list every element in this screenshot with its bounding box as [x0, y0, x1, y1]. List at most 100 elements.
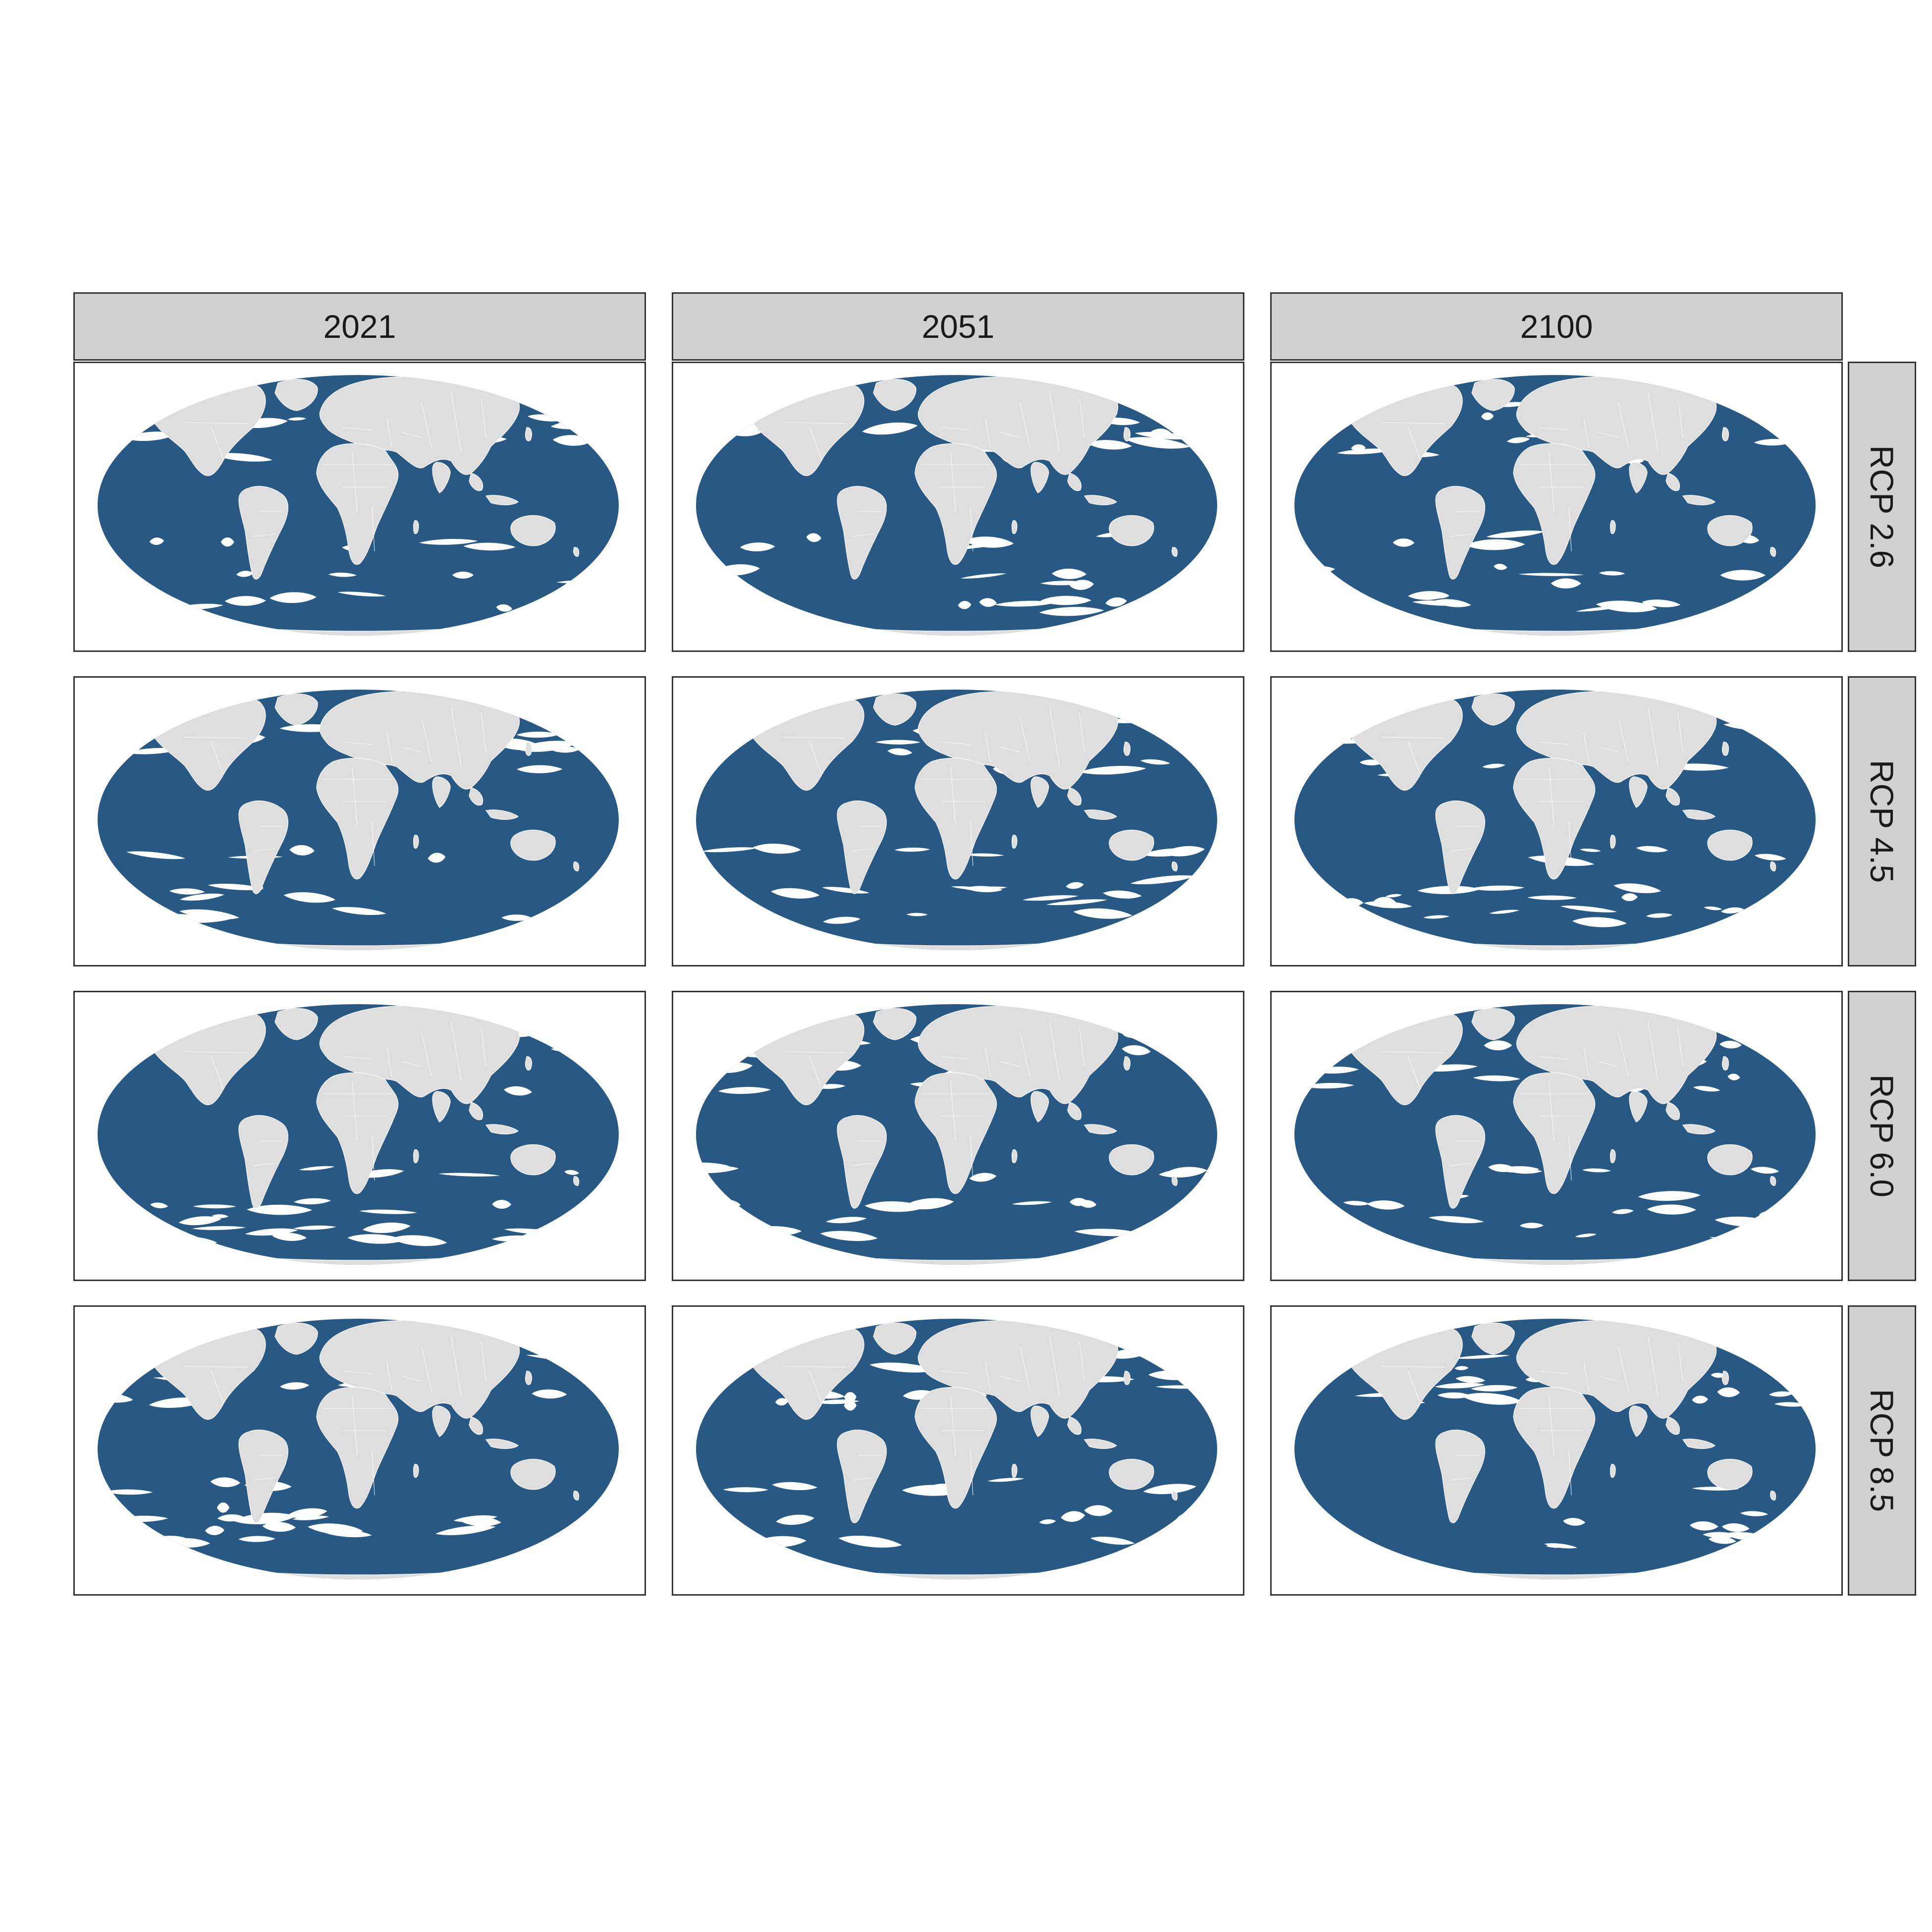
- country-border: [1648, 392, 1659, 453]
- country-border: [1618, 717, 1629, 762]
- country-border: [1598, 432, 1619, 438]
- habitat-gap-patch: [1435, 1383, 1485, 1389]
- country-border: [950, 766, 956, 827]
- habitat-gap-patch: [894, 847, 930, 852]
- habitat-gap-patch: [269, 592, 317, 603]
- land-south-america: [1435, 485, 1485, 580]
- habitat-gap-patch: [1087, 440, 1132, 450]
- habitat-gap-patch: [1367, 1200, 1405, 1210]
- habitat-gap-patch: [961, 573, 1007, 579]
- map-panel-2051-rcp60: [672, 991, 1244, 1281]
- land-australia: [1707, 830, 1753, 861]
- land-indonesia: [1083, 809, 1118, 820]
- habitat-gap-patch: [205, 1526, 224, 1535]
- land-australia: [510, 515, 556, 546]
- land-se-asia: [469, 473, 483, 491]
- habitat-gap-patch: [117, 1364, 152, 1371]
- habitat-gap-patch: [1481, 412, 1494, 421]
- habitat-gap-patch: [875, 740, 921, 745]
- habitat-gap-patch: [1544, 1543, 1577, 1549]
- habitat-gap-patch: [287, 1508, 327, 1518]
- row-strip-label: RCP 8.5: [1864, 1389, 1900, 1512]
- habitat-gap-patch: [844, 1392, 857, 1402]
- land-australia: [1707, 1144, 1753, 1176]
- land-africa: [1513, 1072, 1596, 1194]
- habitat-gap-patch: [212, 1214, 229, 1218]
- country-border: [1407, 1370, 1421, 1404]
- land-japan: [525, 427, 533, 441]
- habitat-gap-patch: [701, 847, 757, 853]
- country-border: [1618, 1346, 1629, 1392]
- country-border: [253, 848, 276, 852]
- habitat-gap-patch: [287, 417, 306, 421]
- map-panel-2100-rcp60: [1270, 991, 1843, 1281]
- habitat-gap-patch: [496, 604, 513, 612]
- land-indonesia: [1682, 809, 1716, 820]
- world-map: [98, 1004, 619, 1265]
- country-border: [481, 397, 486, 438]
- land-indonesia: [485, 1124, 519, 1134]
- world-map: [1294, 690, 1816, 950]
- land-new-zealand: [1770, 1491, 1776, 1501]
- country-border: [782, 1366, 847, 1368]
- habitat-gap-patch: [1140, 759, 1171, 765]
- habitat-gap-patch: [1613, 883, 1662, 893]
- land-japan: [1722, 1056, 1729, 1071]
- habitat-gap-patch: [1575, 1234, 1597, 1237]
- habitat-gap-patch: [1412, 600, 1464, 606]
- country-border: [851, 534, 874, 537]
- country-border: [401, 432, 422, 438]
- habitat-gap-patch: [776, 1514, 814, 1525]
- habitat-gap-patch: [1612, 1209, 1634, 1214]
- country-border: [1568, 1135, 1572, 1181]
- land-japan: [1124, 427, 1131, 441]
- habitat-gap-patch: [1022, 895, 1078, 901]
- country-border: [782, 737, 847, 739]
- land-indonesia: [485, 809, 519, 820]
- country-border: [1380, 737, 1446, 739]
- land-greenland: [274, 1008, 318, 1040]
- habitat-gap-patch: [1719, 1040, 1742, 1049]
- land-japan: [1722, 742, 1729, 756]
- habitat-gap-patch: [359, 1209, 417, 1214]
- land-new-zealand: [1172, 1491, 1178, 1501]
- country-border: [183, 1366, 249, 1368]
- country-border: [451, 707, 462, 767]
- country-border: [985, 417, 991, 448]
- land-new-zealand: [1770, 1176, 1776, 1186]
- habitat-gap-patch: [1689, 1521, 1718, 1531]
- land-new-zealand: [1770, 547, 1776, 557]
- land-new-zealand: [573, 861, 580, 871]
- land-madagascar: [1012, 1464, 1018, 1478]
- country-border: [1000, 432, 1020, 438]
- land-australia: [1109, 1459, 1154, 1490]
- world-map: [1294, 1004, 1816, 1265]
- land-madagascar: [413, 520, 419, 535]
- habitat-gap-patch: [208, 883, 264, 890]
- land-madagascar: [1012, 1149, 1018, 1164]
- habitat-gap-patch: [1408, 591, 1449, 600]
- habitat-gap-patch: [1417, 886, 1480, 894]
- country-border: [1677, 397, 1683, 438]
- habitat-gap-patch: [862, 422, 918, 435]
- land-australia: [510, 1144, 556, 1176]
- land-madagascar: [1012, 835, 1018, 849]
- land-africa: [914, 1387, 997, 1509]
- country-border: [211, 1370, 224, 1404]
- habitat-gap-patch: [1647, 1204, 1696, 1215]
- habitat-gap-patch: [1385, 894, 1402, 898]
- habitat-gap-patch: [1169, 1167, 1208, 1175]
- country-border: [253, 1163, 276, 1166]
- land-se-asia: [1665, 473, 1680, 491]
- country-border: [985, 1361, 991, 1392]
- habitat-gap-patch: [1158, 588, 1190, 598]
- country-border: [1020, 402, 1030, 448]
- country-border: [950, 1081, 956, 1141]
- habitat-gap-patch: [579, 735, 609, 741]
- land-madagascar: [1610, 835, 1616, 849]
- habitat-gap-patch: [1506, 437, 1530, 443]
- country-border: [809, 1370, 822, 1404]
- habitat-gap-patch: [102, 409, 125, 417]
- land-india: [432, 1091, 451, 1123]
- column-strip-2021: 2021: [73, 292, 646, 361]
